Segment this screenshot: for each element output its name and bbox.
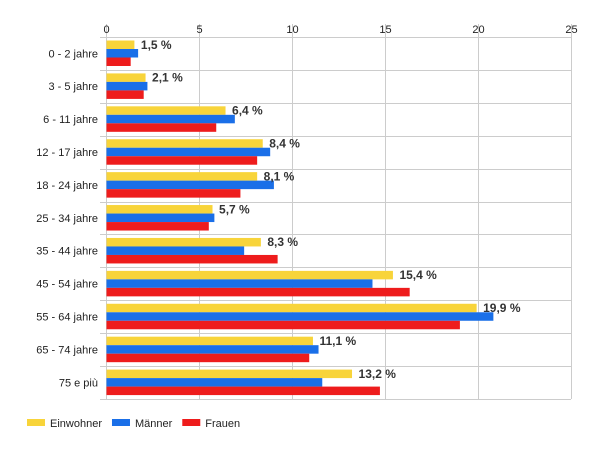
bar-männer <box>106 246 245 255</box>
bar-männer <box>106 49 139 58</box>
data-labels: 1,5 % 2,1 % 6,4 % 8,4 % 8,1 % 5,7 % 8,3 % 15,4 … <box>141 38 521 381</box>
bar-frauen <box>106 287 410 297</box>
bar-einwohner <box>106 270 393 280</box>
bar-frauen <box>106 222 209 231</box>
bar-männer <box>106 345 319 354</box>
category-label: 55 - 64 jahre <box>36 312 98 324</box>
category-label: 25 - 34 jahre <box>36 213 98 225</box>
x-tick-label: 15 <box>379 24 391 36</box>
bars <box>106 40 494 396</box>
x-axis-ticks: 0 5 10 15 20 25 <box>103 24 577 36</box>
legend-label: Männer <box>135 418 173 430</box>
data-label: 8,3 % <box>267 235 298 249</box>
category-label: 3 - 5 jahre <box>48 81 98 93</box>
bar-frauen <box>106 57 131 66</box>
bar-einwohner <box>106 237 261 247</box>
category-label: 18 - 24 jahre <box>36 180 98 192</box>
bar-einwohner <box>106 139 263 148</box>
bar-männer <box>106 81 148 91</box>
bar-einwohner <box>106 336 313 346</box>
category-label: 75 e più <box>59 377 98 389</box>
category-label: 35 - 44 jahre <box>36 246 98 258</box>
x-tick-label: 0 <box>103 24 109 36</box>
x-tick-label: 5 <box>196 24 202 36</box>
bar-frauen <box>106 156 258 165</box>
data-label: 13,2 % <box>359 367 397 381</box>
category-labels: 0 - 2 jahre 3 - 5 jahre 6 - 11 jahre 12 - 1… <box>36 48 98 389</box>
legend-swatch <box>182 419 201 426</box>
bar-männer <box>106 213 215 223</box>
bar-männer <box>106 114 235 124</box>
x-tick-label: 25 <box>565 24 577 36</box>
category-label: 65 - 74 jahre <box>36 344 98 356</box>
bar-frauen <box>106 386 380 396</box>
legend: Einwohner Männer Frauen <box>27 418 240 430</box>
category-label: 12 - 17 jahre <box>36 147 98 159</box>
bar-einwohner <box>106 40 135 49</box>
data-label: 1,5 % <box>141 38 172 52</box>
bar-frauen <box>106 90 144 99</box>
bar-einwohner <box>106 205 213 214</box>
category-label: 6 - 11 jahre <box>43 114 98 126</box>
category-label: 45 - 54 jahre <box>36 279 98 291</box>
legend-swatch <box>27 419 45 426</box>
bar-einwohner <box>106 106 226 115</box>
bar-männer <box>106 180 274 190</box>
data-label: 11,1 % <box>319 334 356 348</box>
category-label: 0 - 2 jahre <box>48 48 98 60</box>
data-label: 5,7 % <box>219 202 250 216</box>
bar-einwohner <box>106 172 258 181</box>
data-label: 2,1 % <box>152 71 183 85</box>
data-label: 19,9 % <box>483 301 521 315</box>
legend-swatch <box>111 419 130 426</box>
bar-männer <box>106 312 494 321</box>
x-tick-label: 10 <box>286 24 298 36</box>
bar-einwohner <box>106 73 146 82</box>
bar-frauen <box>106 189 241 198</box>
bar-männer <box>106 378 323 387</box>
bar-männer <box>106 147 271 157</box>
bar-männer <box>106 279 373 288</box>
bar-frauen <box>106 320 460 330</box>
legend-label: Frauen <box>205 418 240 430</box>
bar-einwohner <box>106 369 353 379</box>
bar-einwohner <box>106 303 477 313</box>
bar-frauen <box>106 123 217 132</box>
data-label: 6,4 % <box>232 104 263 118</box>
data-label: 8,4 % <box>269 136 300 150</box>
x-tick-label: 20 <box>472 24 484 36</box>
data-label: 15,4 % <box>399 268 437 282</box>
data-label: 8,1 % <box>264 169 295 183</box>
legend-label: Einwohner <box>50 418 102 430</box>
grid-lines <box>100 24 572 400</box>
bar-frauen <box>106 254 278 264</box>
bar-frauen <box>106 353 310 363</box>
